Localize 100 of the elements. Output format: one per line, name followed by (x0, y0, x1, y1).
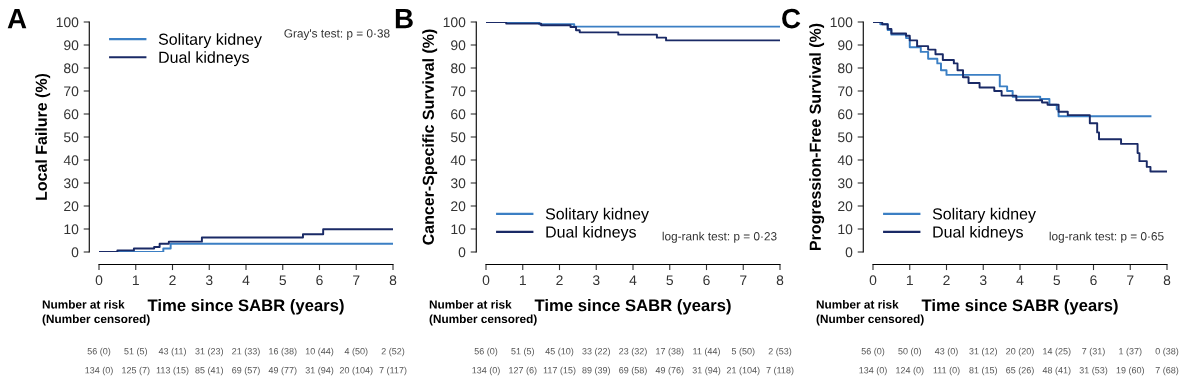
text: 125 (7) (122, 366, 150, 376)
text: 7 (31) (1082, 347, 1105, 357)
x-tick-label: 0 (482, 275, 490, 286)
text: 56 (0) (474, 347, 498, 357)
text: 111 (0) (933, 366, 960, 376)
chart-title: B (395, 9, 413, 29)
x-tick-label: 6 (316, 275, 323, 286)
text: 81 (15) (969, 366, 997, 376)
text: 7 (117) (379, 366, 407, 376)
y-tick-label: 80 (64, 63, 79, 74)
y-tick-label: 40 (63, 155, 79, 166)
x-axis-title: Time since SABR (years) (921, 298, 1118, 315)
y-tick-label: 70 (451, 86, 466, 97)
text: 10 (44) (305, 347, 334, 357)
text: 19 (60) (1116, 366, 1144, 376)
text: 113 (15) (156, 366, 189, 376)
y-tick-label: 90 (838, 40, 853, 51)
y-tick-label: 30 (63, 178, 79, 189)
text: 56 (0) (87, 347, 111, 357)
text: 89 (39) (582, 366, 610, 376)
x-tick-label: 3 (592, 275, 600, 286)
text: 65 (26) (1006, 366, 1034, 376)
legend-label: Solitary kidney (545, 207, 649, 223)
text: 69 (57) (232, 366, 260, 376)
text: 31 (53) (1079, 366, 1108, 376)
legend-label: Dual kidneys (546, 225, 636, 241)
x-tick-label: 0 (869, 275, 877, 286)
x-tick-label: 7 (740, 275, 747, 285)
y-tick-label: 40 (837, 155, 853, 166)
y-tick-label: 0 (71, 247, 79, 258)
y-tick-label: 10 (838, 224, 853, 235)
y-tick-label: 40 (450, 155, 466, 166)
x-tick-label: 2 (556, 275, 563, 285)
x-tick-label: 3 (205, 275, 213, 286)
x-tick-label: 5 (279, 275, 287, 286)
x-tick-label: 2 (943, 275, 950, 285)
y-axis-title: Cancer-Specific Survival (%) (422, 29, 438, 245)
chart-title: C (782, 8, 801, 29)
x-tick-label: 8 (776, 275, 784, 286)
x-tick-label: 6 (703, 275, 710, 286)
annotation: Gray's test: p = 0·38 (284, 29, 390, 40)
x-tick-label: 7 (353, 275, 360, 285)
text: 49 (76) (655, 366, 684, 376)
y-tick-label: 70 (838, 86, 853, 97)
x-axis-title: Time since SABR (years) (147, 298, 344, 315)
text: 4 (50) (344, 347, 368, 357)
text: 51 (5) (124, 347, 147, 357)
y-tick-label: 80 (838, 63, 853, 74)
y-tick-label: 0 (845, 247, 853, 258)
text: 2 (52) (381, 347, 405, 357)
x-axis-title: Time since SABR (years) (534, 298, 731, 315)
y-axis-title: Progression-Free Survival (%) (809, 23, 825, 250)
y-tick-label: 90 (451, 40, 466, 51)
text: 5 (50) (731, 347, 755, 357)
x-tick-label: 5 (1053, 275, 1061, 286)
text: 43 (0) (934, 347, 958, 357)
text: 127 (6) (509, 366, 537, 376)
x-tick-label: 7 (1127, 275, 1134, 285)
y-tick-label: 60 (64, 109, 79, 120)
y-tick-label: 80 (451, 63, 466, 74)
annotation: log-rank test: p = 0·23 (662, 231, 777, 243)
text: 33 (22) (582, 347, 610, 357)
text: 31 (23) (195, 347, 223, 357)
chart-title: A (7, 9, 27, 29)
text: 20 (104) (339, 366, 373, 376)
text: 134 (0) (85, 366, 113, 376)
text: 117 (15) (543, 366, 576, 376)
x-tick-label: 0 (95, 275, 103, 286)
text: 7 (68) (1155, 366, 1179, 376)
y-tick-label: 70 (64, 86, 79, 97)
text: 45 (10) (545, 347, 574, 357)
text: 14 (25) (1043, 347, 1071, 357)
y-tick-label: 20 (838, 201, 853, 212)
legend-label: Dual kidneys (159, 51, 249, 67)
text: 31 (12) (969, 347, 997, 357)
y-tick-label: 0 (458, 247, 466, 258)
text: 0 (38) (1155, 347, 1179, 357)
y-tick-label: 60 (838, 109, 853, 120)
text: 124 (0) (896, 366, 924, 376)
legend-label: Solitary kidney (158, 33, 262, 49)
text: 11 (44) (693, 347, 720, 357)
y-tick-label: 30 (450, 178, 466, 189)
x-tick-label: 2 (169, 275, 176, 285)
y-tick-label: 10 (64, 224, 79, 235)
y-tick-label: 50 (63, 132, 79, 143)
legend-label: Solitary kidney (932, 207, 1036, 223)
text: 43 (11) (158, 347, 186, 357)
x-tick-label: 8 (1163, 275, 1171, 286)
text: 31 (94) (305, 366, 334, 376)
y-tick-label: 50 (450, 132, 466, 143)
x-tick-label: 6 (1090, 275, 1097, 286)
legend-label: Dual kidneys (933, 225, 1023, 241)
y-tick-label: 100 (56, 17, 79, 28)
x-tick-label: 1 (132, 275, 139, 285)
x-tick-label: 1 (906, 275, 913, 285)
y-tick-label: 10 (451, 224, 466, 235)
text: 134 (0) (472, 366, 500, 376)
text: 7 (118) (766, 366, 794, 376)
annotation: log-rank test: p = 0·65 (1049, 231, 1164, 243)
text: 23 (32) (619, 347, 647, 357)
